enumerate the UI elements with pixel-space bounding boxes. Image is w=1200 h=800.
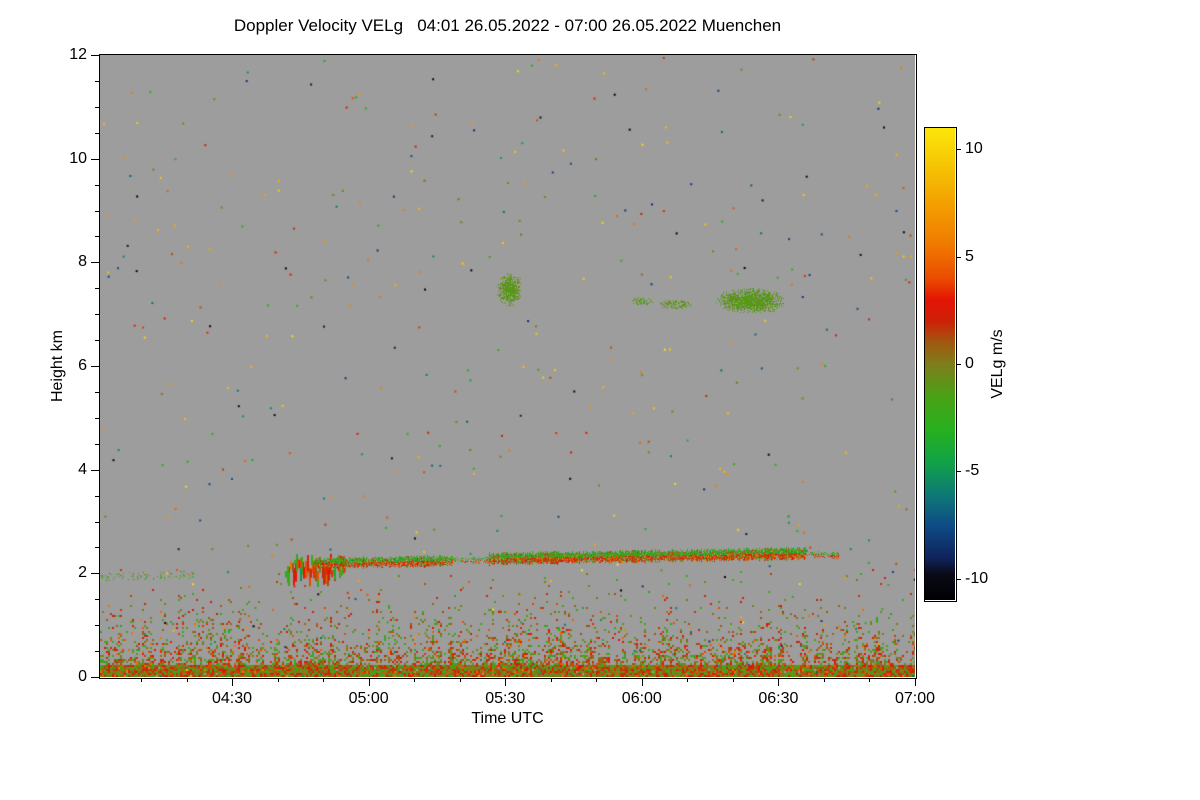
- colorbar-tick: [956, 256, 961, 258]
- x-minor-tick: [732, 678, 734, 682]
- colorbar-tick: [956, 364, 961, 365]
- y-minor-tick: [95, 599, 99, 601]
- x-tick: [232, 678, 234, 686]
- y-minor-tick: [95, 495, 99, 497]
- colorbar-tick-label: 5: [965, 247, 974, 265]
- x-minor-tick: [596, 678, 598, 682]
- x-minor-tick: [823, 678, 825, 682]
- x-minor-tick: [550, 678, 552, 682]
- x-tick-label: 07:00: [894, 690, 936, 707]
- y-tick: [91, 573, 99, 575]
- x-tick: [505, 678, 507, 686]
- x-minor-tick: [414, 678, 416, 682]
- x-tick-label: 06:00: [621, 690, 662, 707]
- y-tick-label: 4: [78, 460, 87, 478]
- colorbar-label: VELg m/s: [989, 329, 1006, 399]
- chart-title: Doppler Velocity VELg 04:01 26.05.2022 -…: [233, 16, 782, 35]
- colorbar-tick-label: 0: [965, 355, 974, 372]
- x-tick-label: 06:30: [758, 690, 799, 707]
- x-minor-tick: [186, 678, 188, 682]
- y-tick: [91, 158, 99, 160]
- y-minor-tick: [95, 210, 99, 212]
- y-minor-tick: [95, 417, 99, 419]
- y-tick: [91, 366, 99, 367]
- colorbar-tick-label: -5: [965, 462, 980, 480]
- x-tick-label: 04:30: [212, 690, 253, 707]
- y-tick: [91, 55, 99, 56]
- colorbar-tick: [956, 149, 961, 151]
- y-minor-tick: [95, 521, 99, 523]
- x-minor-tick: [687, 678, 689, 682]
- heatmap-canvas: [100, 55, 915, 677]
- x-minor-tick: [140, 678, 142, 682]
- x-tick: [641, 678, 643, 686]
- y-minor-tick: [95, 80, 99, 82]
- colorbar-tick-label: 10: [965, 140, 983, 158]
- y-minor-tick: [95, 547, 99, 549]
- colorbar-frame: [924, 127, 957, 602]
- y-minor-tick: [95, 314, 99, 316]
- colorbar-tick: [956, 471, 961, 473]
- y-tick-label: 12: [69, 46, 87, 63]
- y-minor-tick: [95, 651, 99, 653]
- y-minor-tick: [95, 236, 99, 238]
- y-minor-tick: [95, 391, 99, 393]
- x-tick-label: 05:00: [348, 690, 389, 707]
- x-tick: [778, 678, 780, 686]
- plot-frame: [99, 54, 917, 679]
- y-tick-label: 2: [78, 564, 87, 582]
- y-tick-label: 8: [78, 253, 87, 271]
- y-minor-tick: [95, 288, 99, 290]
- x-tick: [368, 678, 370, 686]
- colorbar-tick-label: -10: [965, 569, 989, 587]
- x-tick: [915, 678, 916, 686]
- colorbar-tick: [956, 578, 961, 580]
- y-tick: [91, 469, 99, 471]
- x-minor-tick: [459, 678, 461, 682]
- y-minor-tick: [95, 443, 99, 445]
- x-minor-tick: [869, 678, 871, 682]
- colorbar-canvas: [925, 128, 955, 600]
- y-tick-label: 6: [78, 357, 87, 374]
- y-tick: [91, 677, 99, 678]
- y-minor-tick: [95, 625, 99, 627]
- y-minor-tick: [95, 106, 99, 108]
- y-tick: [91, 262, 99, 264]
- y-minor-tick: [95, 132, 99, 134]
- y-minor-tick: [95, 184, 99, 186]
- x-minor-tick: [323, 678, 325, 682]
- x-axis-label: Time UTC: [471, 710, 544, 727]
- y-tick-label: 0: [78, 668, 87, 685]
- y-tick-label: 10: [69, 149, 87, 167]
- y-minor-tick: [95, 340, 99, 342]
- x-tick-label: 05:30: [485, 690, 526, 707]
- x-minor-tick: [277, 678, 279, 682]
